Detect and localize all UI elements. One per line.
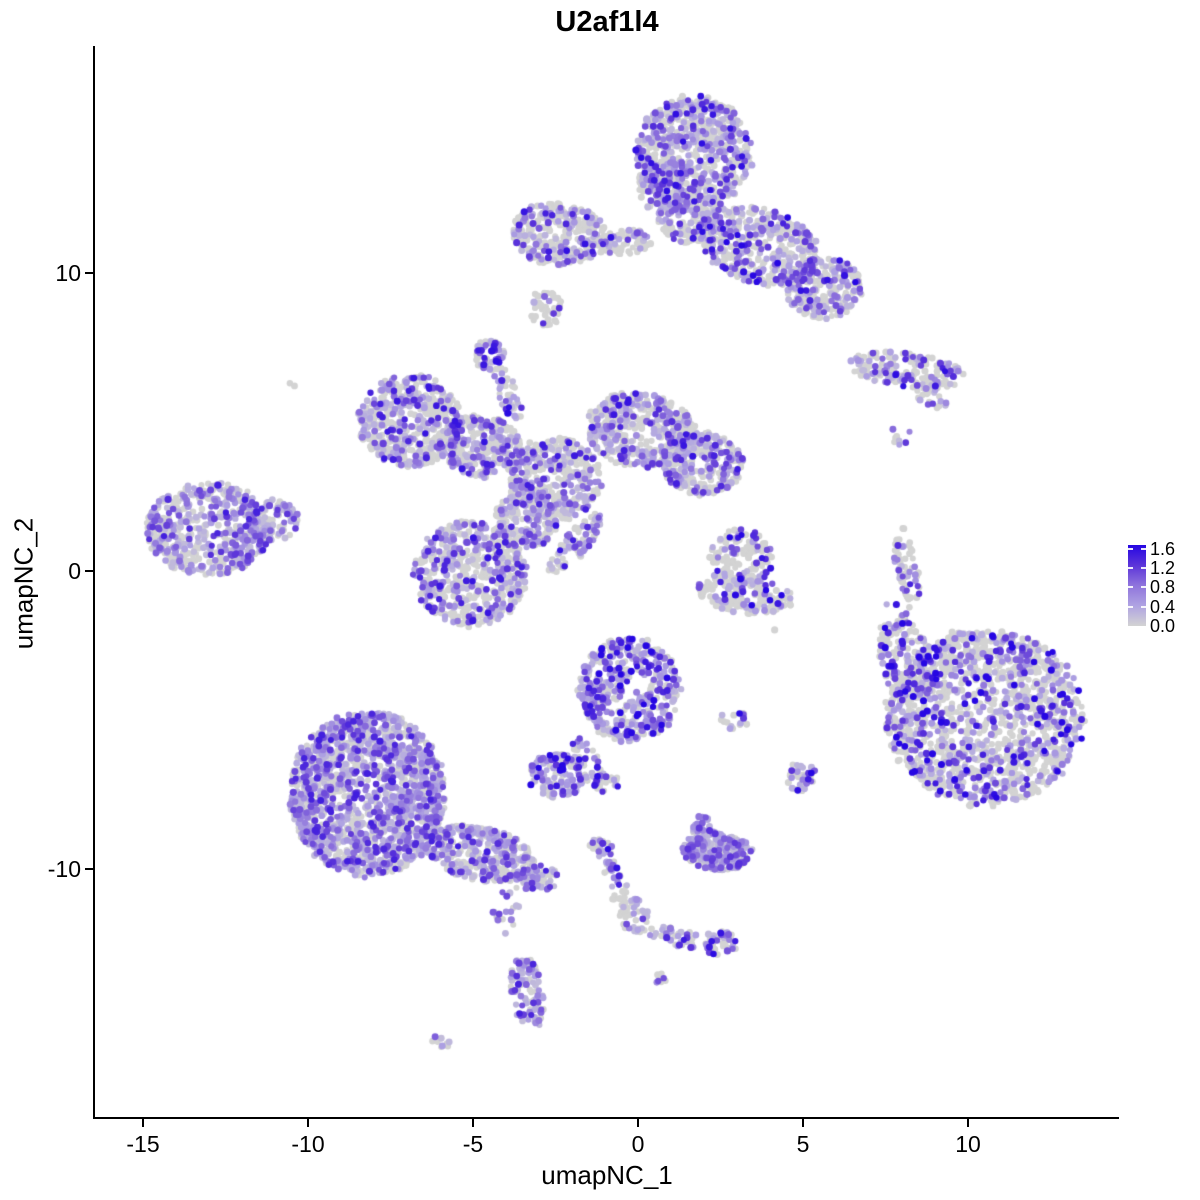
x-axis-line	[93, 1117, 1119, 1119]
legend-label: 0.0	[1150, 616, 1176, 636]
legend-tick-mark	[1141, 547, 1146, 550]
legend-tick-mark	[1141, 567, 1146, 570]
y-axis-line	[93, 46, 95, 1119]
scatter-canvas	[95, 47, 1119, 1118]
x-tick-label: 5	[796, 1131, 810, 1157]
legend-label: 1.2	[1150, 558, 1176, 579]
x-tick-label: -5	[462, 1131, 484, 1157]
legend-tick-mark	[1141, 605, 1146, 608]
x-tick-mark	[802, 1119, 804, 1127]
y-axis-title: umapNC_2	[8, 517, 39, 650]
legend-tick-mark	[1128, 586, 1133, 589]
x-tick-mark	[142, 1119, 144, 1127]
y-tick-label: 10	[55, 260, 81, 286]
y-tick-mark	[85, 868, 93, 870]
y-tick-mark	[85, 272, 93, 274]
x-tick-mark	[637, 1119, 639, 1127]
y-tick-label: 0	[68, 558, 81, 584]
x-tick-label: 0	[631, 1131, 645, 1157]
legend-tick-mark	[1141, 586, 1146, 589]
y-tick-mark	[85, 570, 93, 572]
legend-tick-mark	[1128, 547, 1133, 550]
x-tick-mark	[967, 1119, 969, 1127]
legend-tick-mark	[1128, 567, 1133, 570]
x-tick-mark	[307, 1119, 309, 1127]
legend-label: 0.4	[1150, 596, 1176, 617]
y-tick-label: -10	[47, 856, 81, 882]
legend-label: 1.6	[1150, 538, 1176, 559]
chart-title: U2af1l4	[555, 6, 659, 38]
x-axis-title: umapNC_1	[541, 1160, 673, 1190]
x-tick-label: -10	[291, 1131, 325, 1157]
x-tick-label: -15	[126, 1131, 160, 1157]
x-tick-mark	[472, 1119, 474, 1127]
legend-label: 0.8	[1150, 577, 1176, 598]
x-tick-label: 10	[955, 1131, 981, 1157]
legend-tick-mark	[1128, 605, 1133, 608]
